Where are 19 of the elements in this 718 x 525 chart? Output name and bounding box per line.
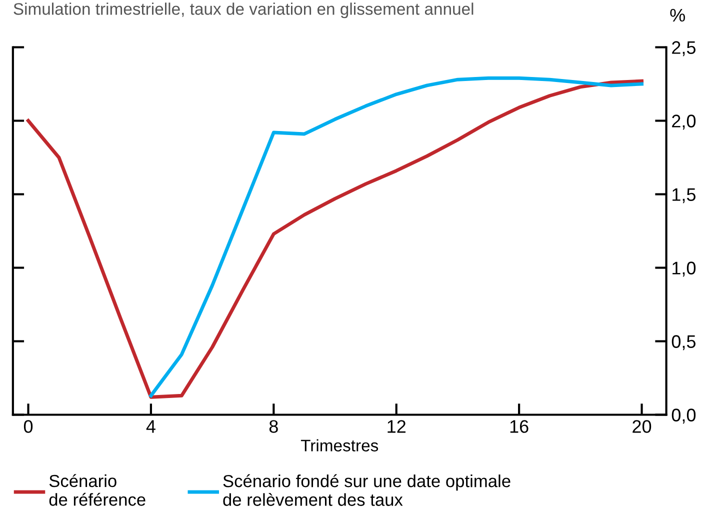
y-tick-label: 1,0: [672, 262, 696, 277]
chart-subtitle: Simulation trimestrielle, taux de variation en glissement annuel: [14, 2, 474, 18]
line-series: [149, 76, 644, 398]
x-tick-label: 20: [632, 420, 652, 433]
legend-label: Scénario de référence: [49, 474, 146, 506]
line-series: [26, 79, 644, 399]
y-tick-label: 2,0: [672, 114, 696, 130]
x-tick-label: 4: [146, 420, 156, 433]
y-tick-label: 2,5: [672, 41, 696, 56]
x-tick-label: 0: [24, 420, 33, 433]
x-tick-label: 8: [269, 420, 278, 433]
y-tick-label: 0,5: [672, 335, 696, 350]
y-tick-label: 0,0: [672, 408, 696, 424]
x-tick-label: 12: [388, 420, 406, 433]
y-axis-title: %: [670, 8, 685, 22]
x-axis-title: Trimestres: [300, 439, 378, 452]
y-tick-label: 1,5: [672, 188, 696, 204]
legend-label: Scénario fondé sur une date optimale de relèvement des taux: [223, 474, 510, 506]
x-tick-label: 16: [510, 420, 528, 433]
